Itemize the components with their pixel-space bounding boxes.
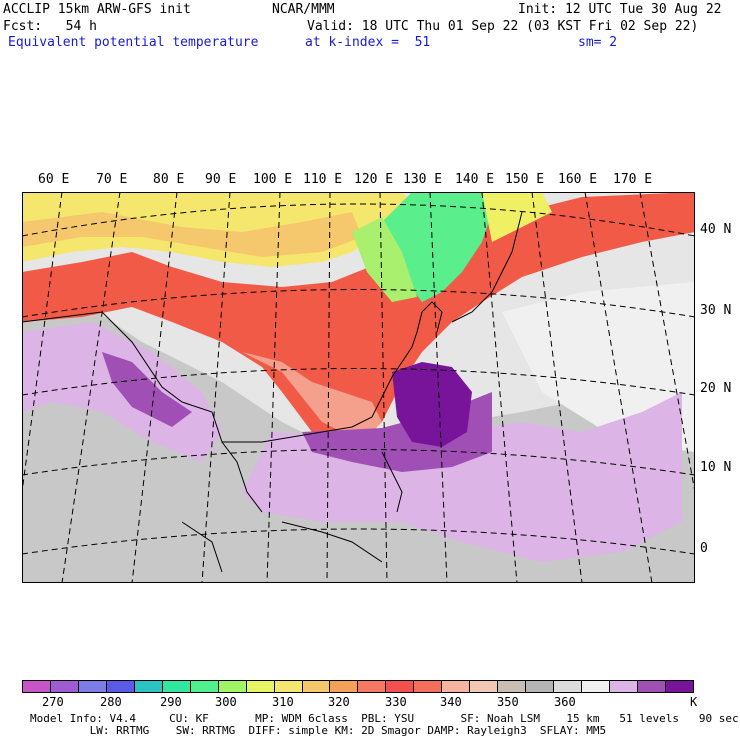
colorbar-label: 340 (440, 695, 462, 709)
colorbar-label: 280 (100, 695, 122, 709)
forecast-hour: Fcst: 54 h (3, 19, 97, 34)
field-lightgreen-region (352, 217, 417, 302)
lat-label: 40 N (700, 222, 732, 237)
lon-label: 160 E (558, 172, 598, 187)
colorbar-label: 320 (328, 695, 350, 709)
colorbar-label: 300 (215, 695, 237, 709)
org-label: NCAR/MMM (272, 2, 335, 17)
colorbar-swatch (302, 681, 331, 692)
field-yellow-ne (482, 192, 552, 242)
colorbar-swatch (526, 681, 555, 692)
model-title: ACCLIP 15km ARW-GFS init (3, 2, 191, 17)
lon-label: 130 E (403, 172, 443, 187)
colorbar-swatch (470, 681, 499, 692)
init-time: Init: 12 UTC Tue 30 Aug 22 (518, 2, 722, 17)
lat-label: 10 N (700, 460, 732, 475)
colorbar-label: 360 (554, 695, 576, 709)
colorbar-swatch (414, 681, 443, 692)
colorbar (22, 680, 694, 693)
field-salmon-region (242, 352, 382, 442)
colorbar-swatch (50, 681, 79, 692)
lat-label: 0 (700, 541, 708, 556)
colorbar-swatch (106, 681, 135, 692)
colorbar-swatch (190, 681, 219, 692)
colorbar-label: 270 (42, 695, 64, 709)
colorbar-swatch (162, 681, 191, 692)
lon-label: 80 E (153, 172, 185, 187)
lon-label: 120 E (354, 172, 394, 187)
field-typhoon-core (392, 362, 472, 447)
colorbar-swatch (274, 681, 303, 692)
lon-label: 90 E (205, 172, 237, 187)
field-red-region (22, 192, 695, 442)
colorbar-label: 330 (385, 695, 407, 709)
colorbar-swatch (78, 681, 107, 692)
lon-label: 140 E (455, 172, 495, 187)
lon-label: 60 E (38, 172, 70, 187)
field-name: Equivalent potential temperature (8, 35, 259, 50)
lon-label: 170 E (613, 172, 653, 187)
lon-label: 110 E (303, 172, 343, 187)
colorbar-swatch (665, 681, 693, 692)
theta-e-map (22, 192, 695, 583)
lon-label: 70 E (96, 172, 128, 187)
colorbar-swatch (330, 681, 359, 692)
level-label: at k-index = 51 (305, 35, 431, 50)
colorbar-swatch (498, 681, 527, 692)
colorbar-swatch (554, 681, 583, 692)
colorbar-label: 350 (497, 695, 519, 709)
field-lilac-east (242, 392, 682, 562)
colorbar-swatch (23, 681, 51, 692)
lat-label: 20 N (700, 381, 732, 396)
model-info-line1: Model Info: V4.4 CU: KF MP: WDM 6class P… (30, 712, 739, 725)
valid-time: Valid: 18 UTC Thu 01 Sep 22 (03 KST Fri … (307, 19, 699, 34)
colorbar-swatch (134, 681, 163, 692)
colorbar-swatch (442, 681, 471, 692)
field-light-region (502, 282, 695, 452)
model-info-line2: LW: RRTMG SW: RRTMG DIFF: simple KM: 2D … (30, 724, 607, 737)
field-purple-west (102, 352, 192, 427)
colorbar-swatch (637, 681, 666, 692)
colorbar-swatch (610, 681, 638, 692)
colorbar-swatch (582, 681, 611, 692)
smoothing-label: sm= 2 (578, 35, 618, 50)
colorbar-swatch (218, 681, 247, 692)
coastlines (22, 211, 523, 573)
colorbar-swatch (358, 681, 387, 692)
lat-label: 30 N (700, 303, 732, 318)
field-orange-region (22, 212, 362, 257)
colorbar-label: 290 (160, 695, 182, 709)
colorbar-unit: K (690, 695, 698, 709)
lon-label: 150 E (505, 172, 545, 187)
colorbar-label: 310 (272, 695, 294, 709)
colorbar-swatch (386, 681, 415, 692)
lon-label: 100 E (253, 172, 293, 187)
graticule (22, 192, 695, 583)
colorbar-swatch (246, 681, 275, 692)
